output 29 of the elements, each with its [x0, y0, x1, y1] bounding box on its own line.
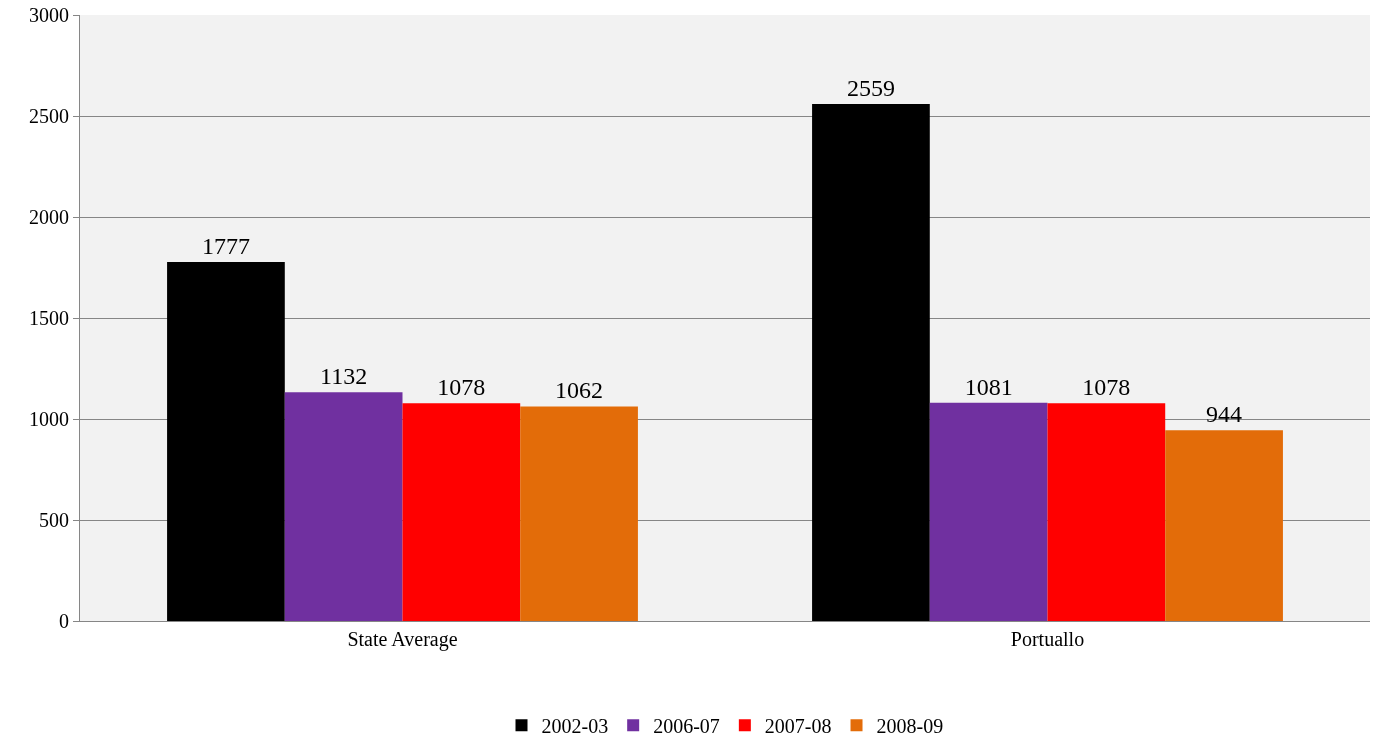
data-label: 944: [1206, 401, 1243, 428]
bar: [284, 392, 403, 621]
data-label: 1062: [555, 377, 604, 404]
data-label: 1132: [320, 363, 368, 390]
legend-label: 2008-09: [876, 715, 944, 738]
legend-label: 2002-03: [541, 715, 609, 738]
bar: [929, 402, 1048, 621]
bar: [167, 262, 285, 621]
x-tick-label: Portuallo: [1010, 628, 1085, 650]
legend-label: 2006-07: [653, 715, 720, 738]
data-label: 1777: [201, 233, 250, 260]
data-label: 1078: [1082, 374, 1131, 401]
y-tick-label: 1500: [29, 307, 69, 329]
legend-label: 2007-08: [764, 715, 832, 738]
y-tick-label: 500: [39, 509, 69, 531]
y-tick-label: 0: [59, 610, 69, 632]
bar: [1047, 403, 1166, 621]
x-tick-label: State Average: [347, 628, 458, 651]
y-tick-label: 2000: [29, 206, 69, 228]
data-label: 2559: [846, 75, 895, 102]
bar: [520, 406, 638, 621]
data-label: 1081: [964, 373, 1013, 400]
data-label: 1078: [437, 374, 486, 401]
y-tick-label: 1000: [29, 408, 69, 430]
y-tick-label: 2500: [29, 105, 69, 127]
bar: [402, 403, 521, 621]
bar: [812, 104, 930, 621]
bar: [1165, 430, 1283, 621]
y-tick-label: 3000: [29, 4, 69, 26]
